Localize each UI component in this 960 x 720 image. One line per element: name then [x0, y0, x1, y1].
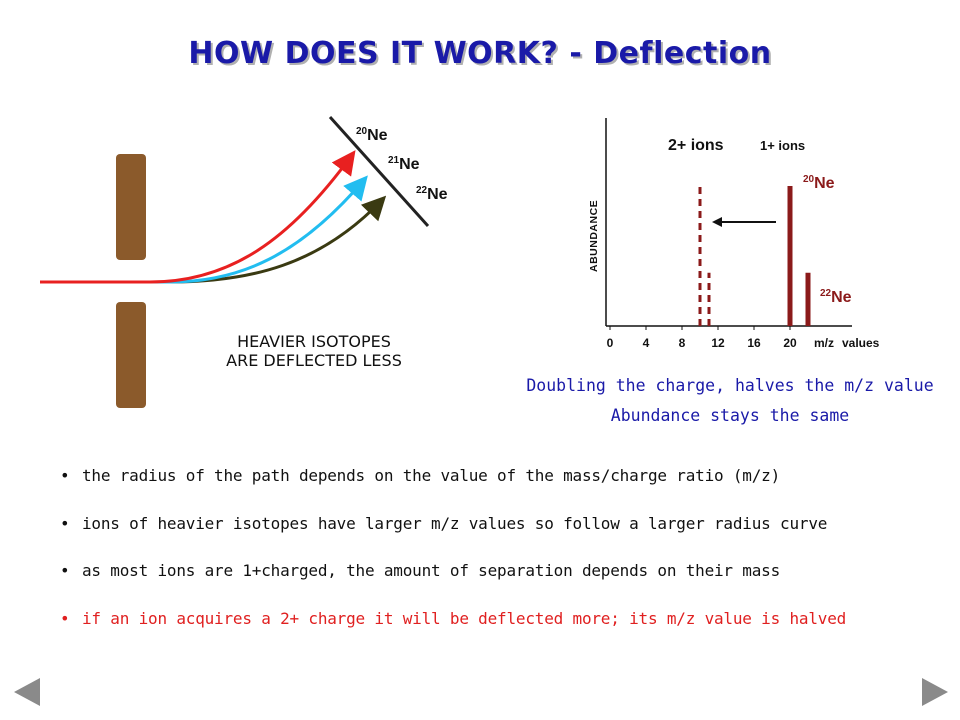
caption-line-1: HEAVIER ISOTOPES — [237, 332, 391, 351]
label-2plus-ions: 2+ ions — [668, 137, 724, 154]
isotope-label-22ne: 22Ne — [416, 185, 448, 203]
ion-path-21ne — [40, 175, 368, 284]
prev-slide-button[interactable] — [14, 678, 40, 706]
plate-top — [116, 154, 146, 260]
label-1plus-ions: 1+ ions — [760, 138, 805, 153]
x-tick-label: 4 — [643, 336, 650, 350]
bullet-item-highlight: if an ion acquires a 2+ charge it will b… — [60, 609, 940, 628]
x-tick-marks — [609, 326, 791, 330]
bullet-item: ions of heavier isotopes have larger m/z… — [60, 514, 940, 533]
x-tick-label: 0 — [607, 336, 614, 350]
peak-label-22ne: 22Ne — [820, 288, 852, 306]
isotope-caption: HEAVIER ISOTOPES ARE DEFLECTED LESS — [190, 332, 438, 370]
y-axis-label: ABUNDANCE — [588, 200, 600, 272]
bullet-item: as most ions are 1+charged, the amount o… — [60, 561, 940, 580]
x-tick-label: 8 — [679, 336, 686, 350]
caption-line-2: ARE DEFLECTED LESS — [226, 351, 402, 370]
ion-path-22ne — [40, 195, 387, 284]
slide-title: HOW DOES IT WORK? - Deflection — [188, 36, 772, 71]
peak-label-20ne: 20Ne — [803, 174, 835, 192]
bullet-list: the radius of the path depends on the va… — [60, 466, 940, 656]
x-unit-label-2: values — [842, 336, 880, 350]
isotope-label-21ne: 21Ne — [388, 155, 420, 173]
plate-bottom — [116, 302, 146, 408]
spectrum-peaks — [698, 186, 811, 326]
next-slide-button[interactable] — [922, 678, 948, 706]
bullet-item: the radius of the path depends on the va… — [60, 466, 940, 485]
ion-path-20ne — [40, 150, 356, 284]
note-charge: Doubling the charge, halves the m/z valu… — [526, 376, 934, 395]
detector-line — [328, 115, 430, 228]
note-abundance: Abundance stays the same — [610, 406, 850, 425]
isotope-label-20ne: 20Ne — [356, 126, 388, 144]
x-tick-label: 20 — [783, 336, 797, 350]
x-tick-label: 12 — [711, 336, 725, 350]
x-tick-label: 16 — [747, 336, 761, 350]
x-tick-labels: 0 4 8 12 16 20 — [607, 336, 797, 350]
x-unit-label: m/z — [814, 336, 834, 350]
